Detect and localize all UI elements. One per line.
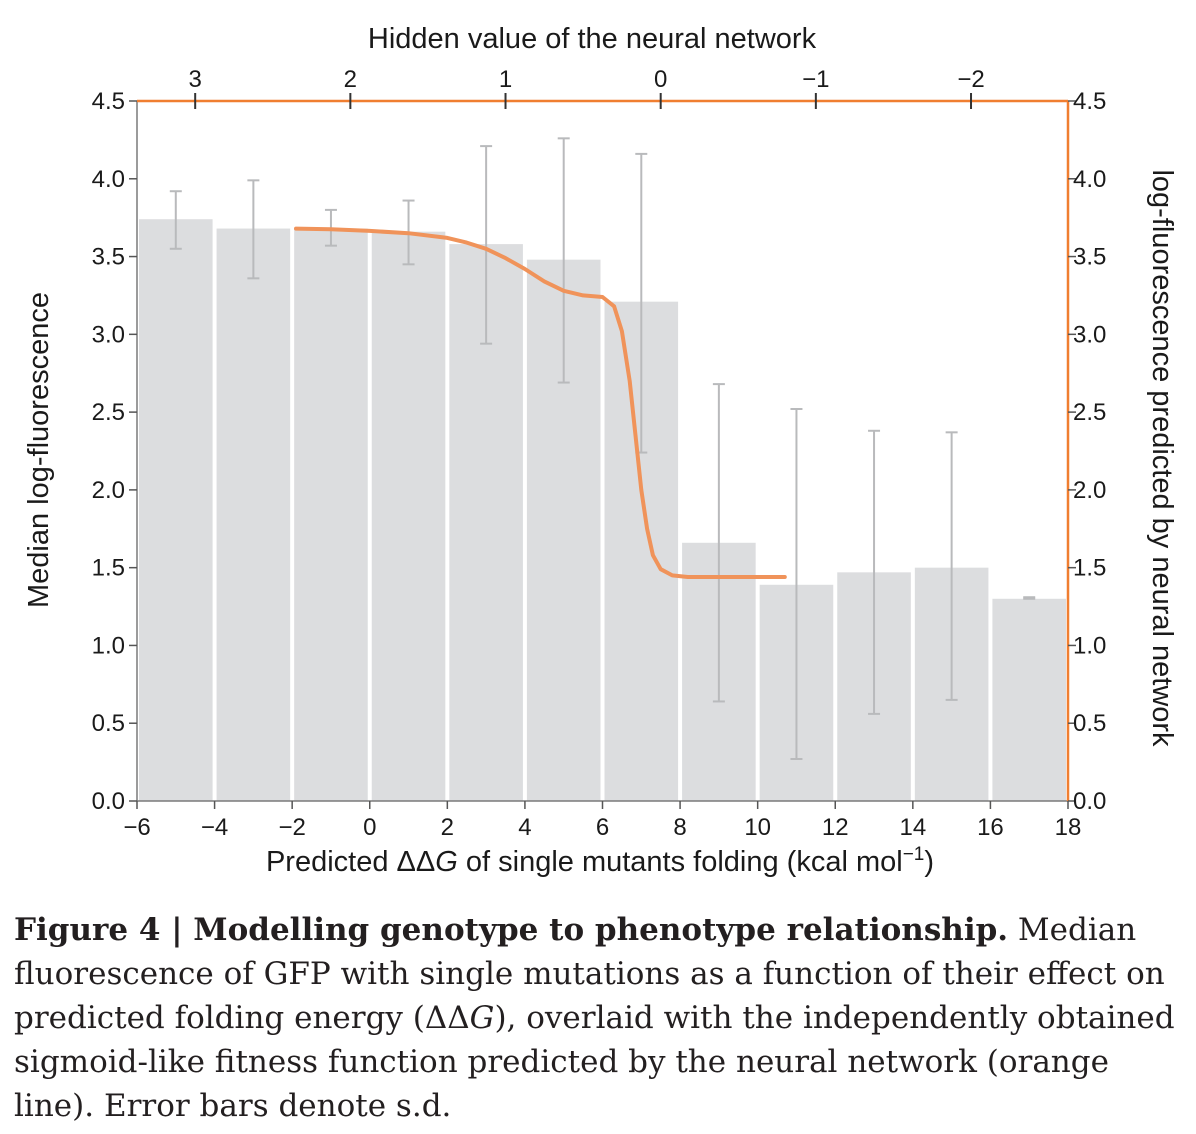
chart: 0.0 0.0 0.5 0.5 1.0 1.0 1.5 1.5 2.0 2.0 2.5 2.5 3.0 3… <box>23 23 1178 878</box>
bar-12 <box>992 598 1066 801</box>
axes-layer: 0.0 0.0 0.5 0.5 1.0 1.0 1.5 1.5 2.0 2.0 2.5 2.5 3.0 3… <box>92 66 1107 841</box>
y2-axis-title: log-fluorescence predicted by neural net… <box>1146 169 1178 747</box>
x-tick-label-1: −4 <box>201 814 228 841</box>
x2-tick-label-5: −2 <box>957 66 984 93</box>
bar-2 <box>216 228 291 802</box>
x-tick-label-12: 18 <box>1055 814 1082 841</box>
x2-tick-label-0: 3 <box>189 66 202 93</box>
figure-caption: Figure 4 | Modelling genotype to phenoty… <box>14 908 1184 1128</box>
x-tick-label-4: 2 <box>441 814 454 841</box>
x2-tick-label-4: −1 <box>802 66 829 93</box>
top-axis-title: Hidden value of the neural network <box>368 23 817 55</box>
x-axis-title: Predicted ΔΔG of single mutants folding … <box>266 844 934 878</box>
y2-tick-label-5: 2.5 <box>1073 399 1106 426</box>
y2-tick-label-4: 2.0 <box>1073 477 1106 504</box>
x2-tick-label-1: 2 <box>344 66 357 93</box>
bar-3 <box>294 228 368 802</box>
x2-tick-label-2: 1 <box>499 66 512 93</box>
y-tick-label-1: 0.5 <box>92 710 125 737</box>
x-tick-label-3: 0 <box>363 814 376 841</box>
x-tick-label-10: 14 <box>899 814 926 841</box>
y-tick-label-4: 2.0 <box>92 477 125 504</box>
y-axis-title: Median log-fluorescence <box>23 292 55 608</box>
y-tick-label-3: 1.5 <box>92 555 125 582</box>
bars-layer <box>139 219 1066 802</box>
x-tick-label-8: 10 <box>744 814 771 841</box>
y-tick-label-5: 2.5 <box>92 399 125 426</box>
figure-label: Figure 4 | Modelling genotype to phenoty… <box>14 912 1009 948</box>
caption-text-end: ), overlaid with the independently obtai… <box>14 1000 1175 1124</box>
y2-tick-label-6: 3.0 <box>1073 321 1106 348</box>
y2-tick-label-8: 4.0 <box>1073 166 1106 193</box>
y-tick-label-2: 1.0 <box>92 632 125 659</box>
y-tick-label-9: 4.5 <box>92 88 125 115</box>
caption-text: Median fluorescence of GFP with single m… <box>14 912 1165 1036</box>
y2-tick-label-9: 4.5 <box>1073 88 1106 115</box>
y2-tick-label-0: 0.0 <box>1073 788 1106 815</box>
x-tick-label-0: −6 <box>123 814 150 841</box>
y-tick-label-6: 3.0 <box>92 321 125 348</box>
x-tick-label-2: −2 <box>278 814 305 841</box>
caption-italic-g: G <box>469 1000 495 1036</box>
y2-tick-label-2: 1.0 <box>1073 632 1106 659</box>
y2-tick-label-1: 0.5 <box>1073 710 1106 737</box>
nn-fitness-line <box>294 226 787 579</box>
x2-tick-label-3: 0 <box>654 66 667 93</box>
x-tick-label-9: 12 <box>822 814 849 841</box>
x-tick-label-5: 4 <box>518 814 531 841</box>
bar-4 <box>371 231 446 801</box>
y2-tick-label-7: 3.5 <box>1073 244 1106 271</box>
bar-1 <box>139 219 213 801</box>
y-tick-label-0: 0.0 <box>92 788 125 815</box>
y2-tick-label-3: 1.5 <box>1073 555 1106 582</box>
x-tick-label-6: 6 <box>596 814 609 841</box>
y-tick-label-7: 3.5 <box>92 244 125 271</box>
x-tick-label-11: 16 <box>977 814 1004 841</box>
y-tick-label-8: 4.0 <box>92 166 125 193</box>
x-tick-label-7: 8 <box>673 814 686 841</box>
nn-line-layer <box>294 226 787 579</box>
